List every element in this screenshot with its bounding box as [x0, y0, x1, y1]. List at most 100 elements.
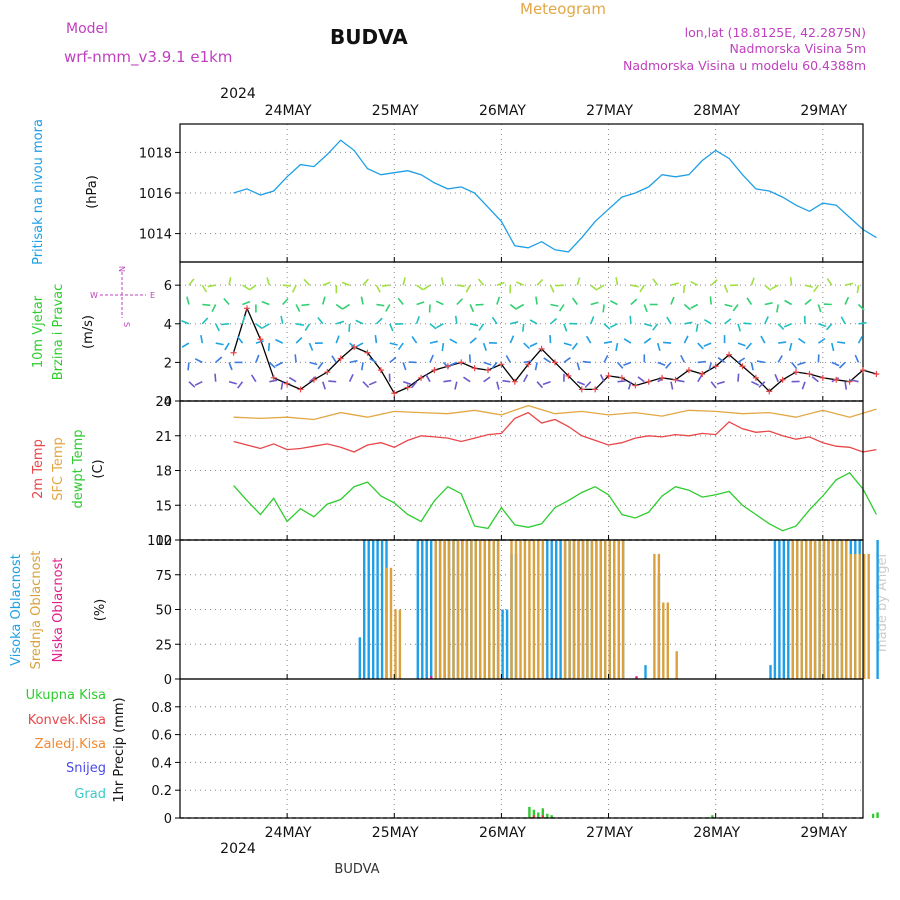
wind-arrow [644, 323, 653, 327]
wind-arrow [690, 303, 699, 309]
wind-arrow [308, 342, 314, 351]
wind-speed-point [243, 305, 250, 312]
wind-speed-point [685, 367, 692, 374]
wind-speed-point [645, 378, 652, 385]
wind-arrow [797, 337, 806, 344]
wind-speed-point [739, 363, 746, 370]
wind-arrow [630, 284, 639, 288]
wind-arrow [617, 380, 626, 383]
wind-speed-point [618, 374, 625, 381]
wind-speed-point [726, 351, 733, 358]
wind-arrow [214, 373, 217, 382]
bar-cloud_mid [479, 540, 482, 679]
wind-arrow [682, 285, 686, 294]
wind-arrow [571, 342, 578, 350]
wind-arrow [756, 360, 765, 364]
wind-speed-point [270, 374, 277, 381]
wind-arrow [856, 285, 860, 294]
wind-speed-point [471, 365, 478, 372]
bar-cloud_mid [845, 540, 848, 679]
wind-arrow [429, 354, 434, 363]
x-tick-label-top: 29MAY [800, 103, 847, 119]
panel-frame [179, 261, 864, 402]
wind-speed-point [860, 367, 866, 374]
wind-arrow [697, 342, 704, 350]
bar-cloud_high [644, 665, 647, 679]
wind-arrow [215, 356, 223, 363]
wind-arrow [737, 373, 740, 382]
wind-arrow [656, 342, 661, 352]
wind-arrow [837, 341, 846, 344]
wind-arrow [402, 362, 407, 371]
bar-cloud_mid [849, 553, 852, 679]
wind-ylabel-line2: Brzina i Pravac [51, 284, 66, 381]
panel-frame [179, 678, 864, 819]
wind-arrow [770, 284, 779, 290]
bar-cloud_mid [800, 540, 803, 679]
bar-precip_total [546, 813, 549, 818]
wind-arrow [376, 303, 385, 307]
wind-speed-point [672, 376, 679, 383]
wind-arrow [224, 342, 230, 351]
wind-arrow [857, 303, 865, 311]
wind-arrow [201, 284, 208, 293]
wind-arrow [817, 337, 826, 344]
bar-cloud_high [367, 540, 370, 679]
bar-cloud_mid [854, 553, 857, 679]
wind-arrow [295, 323, 305, 326]
bar-cloud_mid [577, 540, 580, 679]
bar-precip_conv [541, 815, 544, 818]
bar-cloud_high [430, 540, 433, 679]
wind-arrow [294, 354, 297, 363]
y-tick-label: 0 [164, 673, 172, 688]
bar-cloud_high [876, 540, 879, 679]
wind-arrow [429, 323, 437, 330]
wind-arrow [844, 282, 854, 286]
bar-cloud_mid [394, 609, 397, 679]
wind-arrow [509, 303, 518, 311]
series-dewpt [233, 471, 877, 532]
wind-arrow [469, 337, 477, 344]
y-tick-label: 1016 [139, 187, 172, 202]
wind-arrow [468, 354, 471, 363]
bar-cloud_mid [488, 540, 491, 679]
wind-arrow [482, 342, 487, 351]
wind-arrow [817, 304, 822, 313]
wind-arrow [269, 379, 278, 383]
wind-arrow [825, 323, 833, 331]
bar-precip_total [537, 812, 540, 818]
wind-arrow [797, 361, 806, 366]
bar-cloud_mid [867, 553, 870, 679]
bar-cloud_high [782, 540, 785, 679]
wind-speed-point [257, 336, 264, 343]
wind-arrow [268, 361, 276, 369]
pressure-ylabel-unit: (hPa) [85, 175, 100, 209]
bar-cloud_mid [599, 540, 602, 679]
wind-arrow [804, 298, 812, 306]
bar-precip_total [876, 812, 879, 818]
wind-speed-point [699, 370, 706, 377]
wind-arrow [746, 297, 753, 305]
wind-arrow [716, 380, 725, 385]
wind-speed-point [297, 386, 304, 393]
wind-arrow [563, 357, 571, 364]
bar-cloud_mid [662, 602, 665, 679]
wind-arrow [723, 284, 729, 293]
cloud-ylabel-low: Niska Oblacnost [51, 558, 66, 663]
wind-arrow [322, 296, 326, 305]
bar-cloud_high [778, 540, 781, 679]
wind-arrow [389, 356, 397, 364]
wind-arrow [188, 278, 195, 286]
wind-speed-point [444, 363, 451, 370]
precip-legend-snow: Snijeg [66, 761, 106, 776]
wind-arrow [397, 342, 404, 351]
bar-cloud_high [421, 540, 424, 679]
precip-ylabel-unit: 1hr Precip (mm) [112, 697, 127, 802]
wind-arrow [665, 361, 672, 369]
wind-arrow [703, 319, 712, 325]
wind-arrow [529, 342, 538, 348]
wind-speed-point [418, 374, 425, 381]
y-tick-label: 24 [155, 395, 172, 410]
wind-arrow [275, 361, 284, 367]
